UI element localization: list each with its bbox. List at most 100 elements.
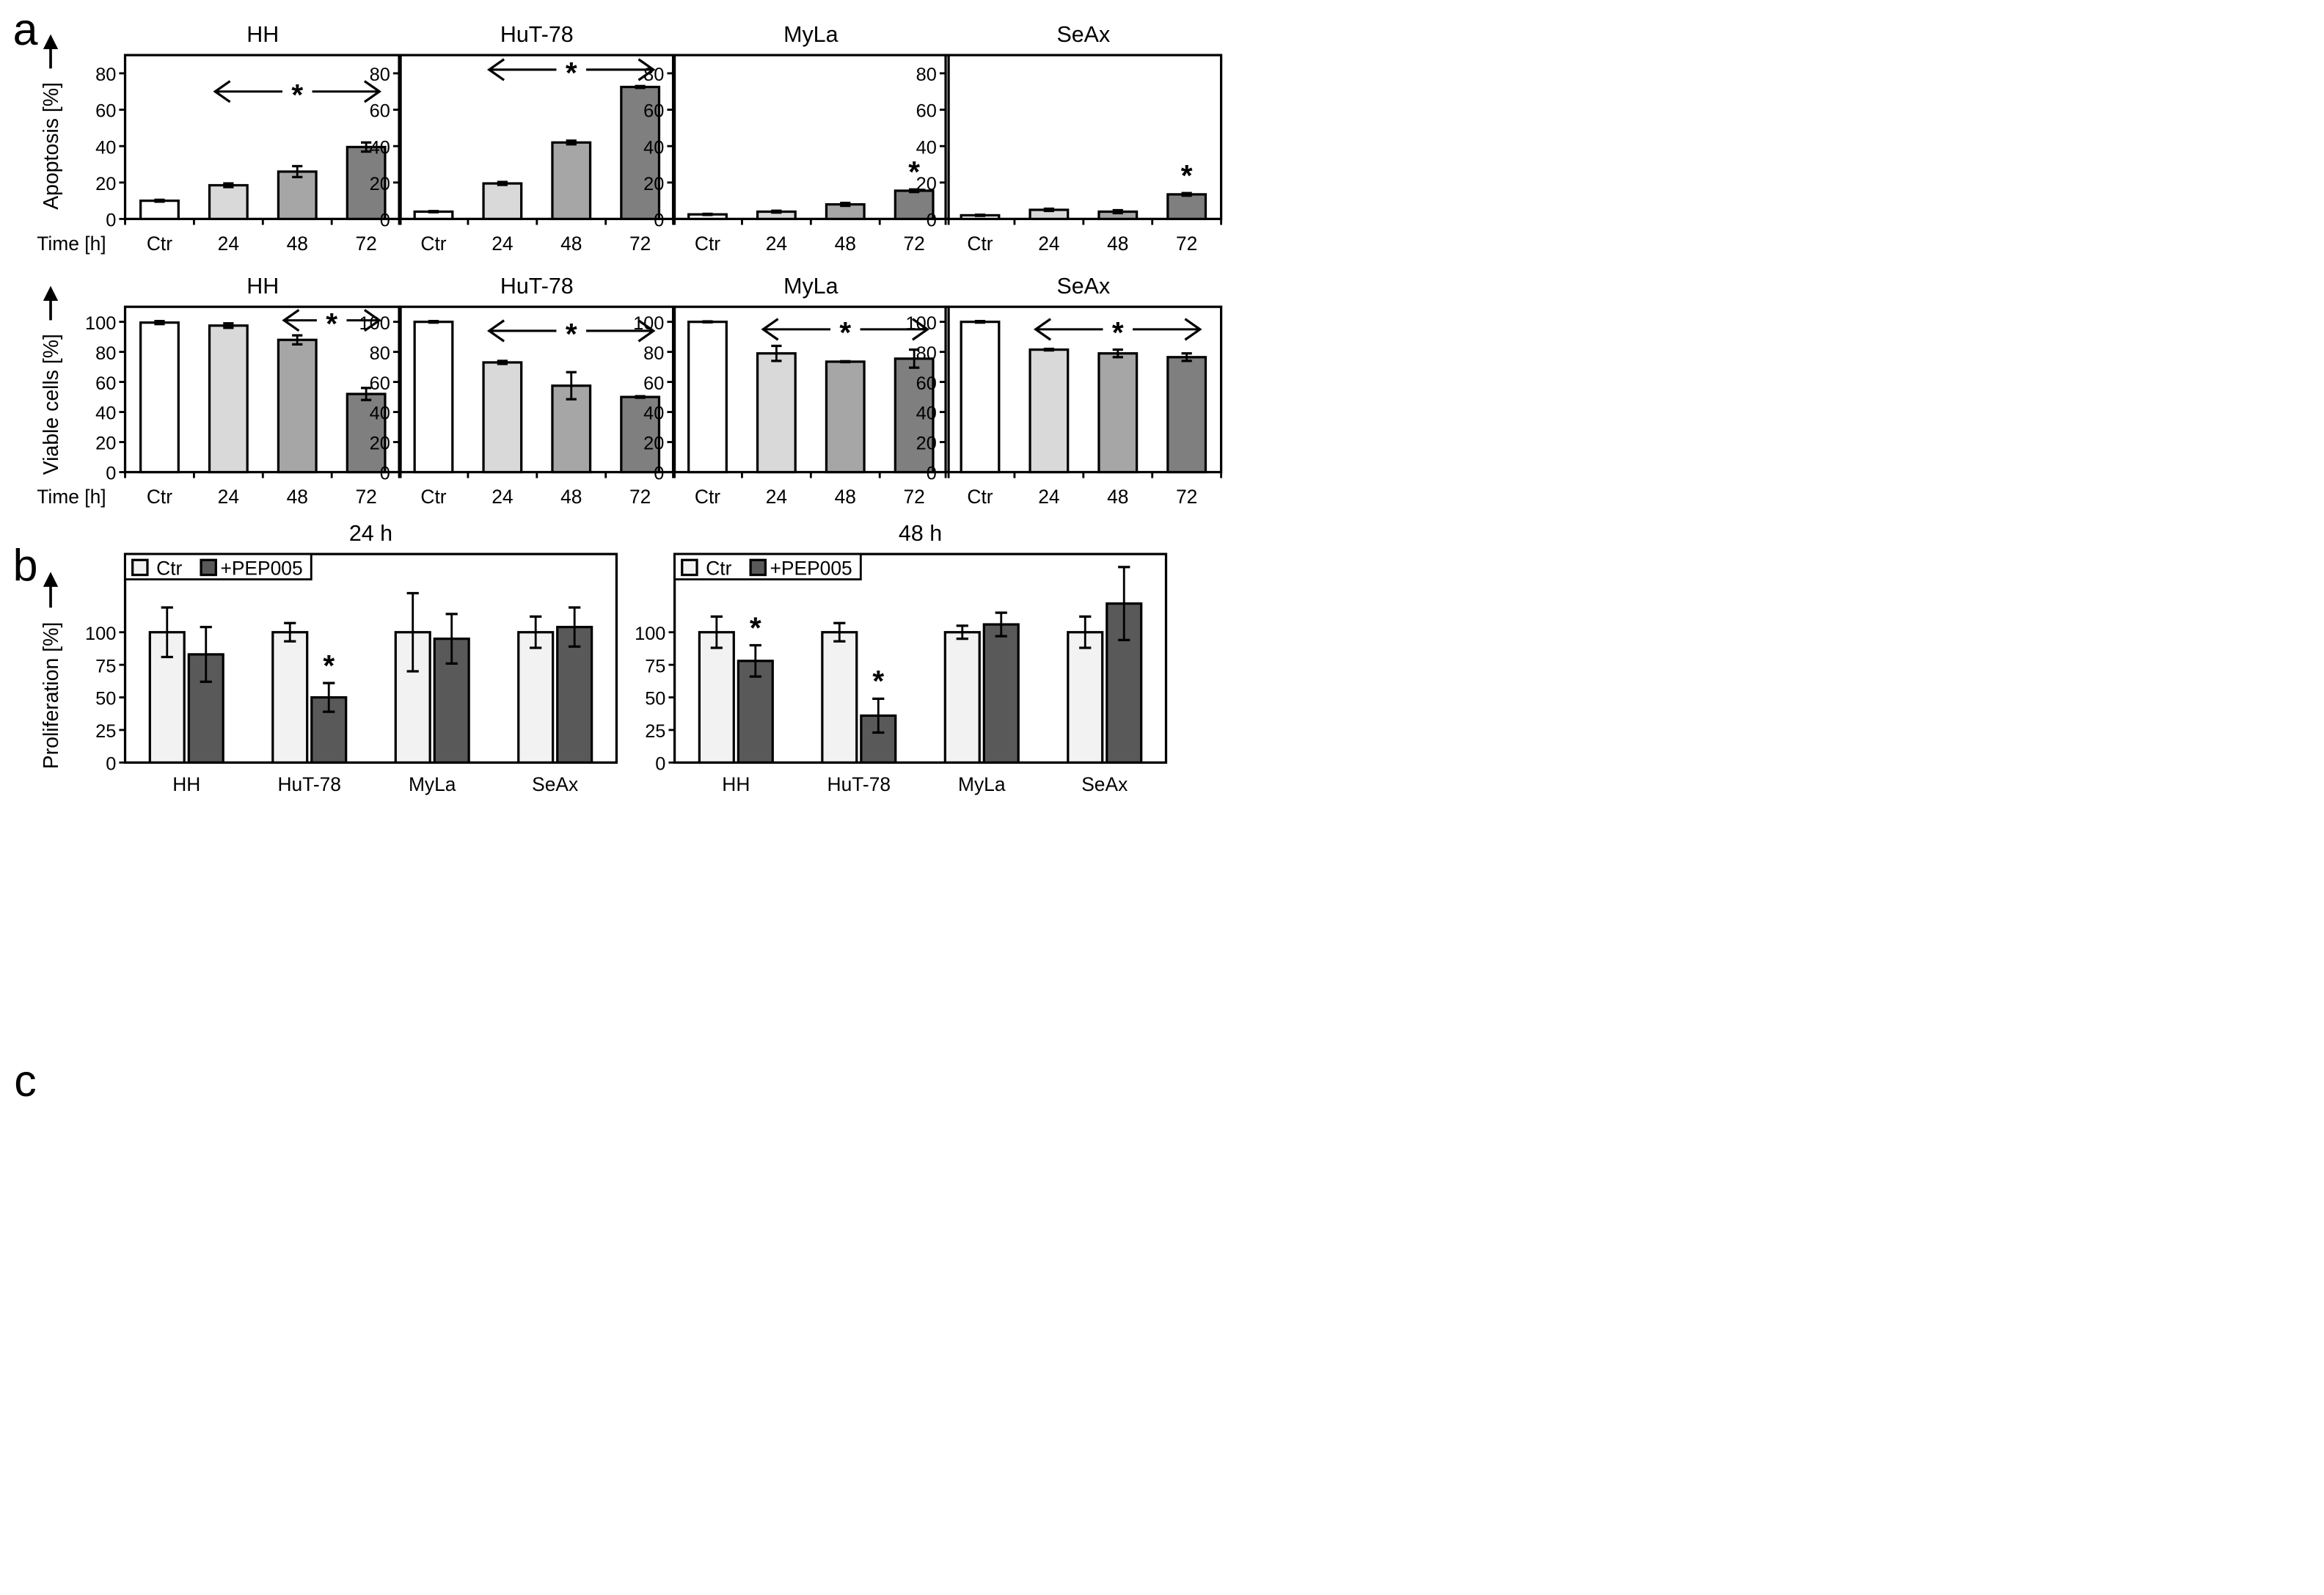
y-tick-label: 40 xyxy=(370,137,390,158)
chart-title: 24 h xyxy=(349,521,392,546)
y-tick-label: 20 xyxy=(95,434,116,454)
y-tick-label: 80 xyxy=(643,343,664,364)
x-tick-label: 72 xyxy=(1176,486,1197,508)
chart-b-hh: HH 0 20 40 60 80 100 Ctr 24 48 72 Time [h] Viable ce… xyxy=(37,274,402,508)
x-tick-label: 48 xyxy=(560,486,582,508)
y-tick-label: 40 xyxy=(95,404,116,424)
y-tick-label: 20 xyxy=(916,174,937,194)
x-tick-label: 72 xyxy=(1176,233,1197,255)
y-tick-label: 0 xyxy=(654,464,664,484)
x-axis-label: Time [h] xyxy=(37,486,106,508)
y-tick-label: 40 xyxy=(916,137,937,158)
y-tick-label: 100 xyxy=(635,624,665,644)
y-tick-label: 60 xyxy=(916,101,937,122)
bar-ctr xyxy=(960,321,1001,474)
y-tick-label: 60 xyxy=(95,373,116,394)
legend: Ctr +PEP005 xyxy=(673,552,862,581)
y-tick-label: 20 xyxy=(370,434,390,454)
x-tick-label: HH xyxy=(722,773,750,795)
chart-title: SeAx xyxy=(1056,22,1110,47)
bar-24 xyxy=(1028,348,1070,474)
y-tick-label: 0 xyxy=(106,754,116,775)
x-tick-label: Ctr xyxy=(420,233,446,255)
arrowhead xyxy=(912,318,930,341)
y-tick-label: 75 xyxy=(95,656,116,676)
y-tick-label: 100 xyxy=(906,313,937,334)
y-tick-label: 0 xyxy=(380,211,390,231)
y-axis-label: Apoptosis [%] xyxy=(40,82,63,210)
significance-star: * xyxy=(872,664,884,698)
y-tick-label: 80 xyxy=(370,343,390,364)
arrowhead xyxy=(637,319,656,343)
x-tick-label: 48 xyxy=(560,233,582,255)
bar-24 xyxy=(482,182,523,221)
legend-swatch-ctr xyxy=(131,558,149,577)
x-tick-label: Ctr xyxy=(967,486,993,508)
y-tick-label: 60 xyxy=(916,373,937,394)
chart-title: HuT-78 xyxy=(500,22,574,47)
y-tick-label: 20 xyxy=(643,434,664,454)
x-tick-label: HH xyxy=(172,773,200,795)
y-tick-label: 100 xyxy=(85,313,116,334)
y-tick-label: 80 xyxy=(95,343,116,364)
arrowhead xyxy=(363,309,382,332)
bar-24 xyxy=(756,352,797,474)
x-tick-label: Ctr xyxy=(695,233,720,255)
y-tick-label: 25 xyxy=(95,721,116,742)
significance-star: * xyxy=(1112,315,1124,349)
significance-star: * xyxy=(839,315,851,349)
x-tick-label: MyLa xyxy=(958,773,1006,795)
y-tick-label: 0 xyxy=(380,464,390,484)
panel-letter-b: b xyxy=(13,541,38,591)
plot-frame xyxy=(123,552,618,764)
x-tick-label: 72 xyxy=(355,486,376,508)
legend-label-pep005: +PEP005 xyxy=(220,558,302,580)
y-tick-label: 40 xyxy=(95,137,116,158)
y-tick-label: 0 xyxy=(927,211,937,231)
significance-star: * xyxy=(750,610,761,644)
y-tick-label: 100 xyxy=(85,624,116,644)
bar-24 xyxy=(482,361,523,474)
x-tick-label: SeAx xyxy=(532,773,578,795)
chart-title: MyLa xyxy=(783,22,838,47)
y-tick-label: 0 xyxy=(106,211,116,231)
x-tick-label: MyLa xyxy=(409,773,456,795)
bar-ctr-hh xyxy=(698,631,735,764)
x-tick-label: 72 xyxy=(629,486,651,508)
x-tick-label: Ctr xyxy=(147,486,172,508)
x-tick-label: 72 xyxy=(903,233,924,255)
x-tick-label: Ctr xyxy=(147,233,172,255)
chart-title: 48 h xyxy=(899,521,942,546)
legend-swatch-pep005 xyxy=(200,558,217,577)
chart-title: SeAx xyxy=(1056,274,1110,299)
significance-star: * xyxy=(566,317,577,351)
y-tick-label: 60 xyxy=(95,101,116,122)
bar-48 xyxy=(277,338,318,474)
bar-24 xyxy=(208,183,249,221)
y-tick-label: 0 xyxy=(106,464,116,484)
bar-48 xyxy=(1097,352,1139,474)
chart-a-hh: HH 0 20 40 60 80 Ctr 24 48 72 Time [h] Apoptosis [%… xyxy=(37,22,402,255)
y-tick-label: 0 xyxy=(927,464,937,484)
legend-box xyxy=(673,552,862,581)
bar-72 xyxy=(346,145,387,221)
chart-title: HH xyxy=(246,274,279,299)
bar-ctr xyxy=(687,321,728,474)
bar-48 xyxy=(551,141,592,221)
bar-ctr-hut-78 xyxy=(271,631,309,764)
y-tick-label: 20 xyxy=(95,174,116,194)
x-tick-label: 48 xyxy=(835,233,856,255)
x-tick-label: 24 xyxy=(218,233,239,255)
arrowhead xyxy=(213,80,231,103)
panel-letter-c: c xyxy=(14,1056,36,1106)
significance-star: * xyxy=(291,78,303,112)
chart-a-seax: SeAx 0 20 40 60 80 Ctr 24 48 72 * xyxy=(916,22,1223,255)
bar-pep005-myla xyxy=(982,623,1020,764)
x-tick-label: 72 xyxy=(629,233,651,255)
x-tick-label: 24 xyxy=(766,233,787,255)
bar-48 xyxy=(825,360,866,474)
chart-b-myla: MyLa 0 20 40 60 80 100 Ctr 24 48 72 * xyxy=(633,274,950,508)
y-tick-label: 40 xyxy=(643,404,664,424)
y-tick-label: 60 xyxy=(370,101,390,122)
